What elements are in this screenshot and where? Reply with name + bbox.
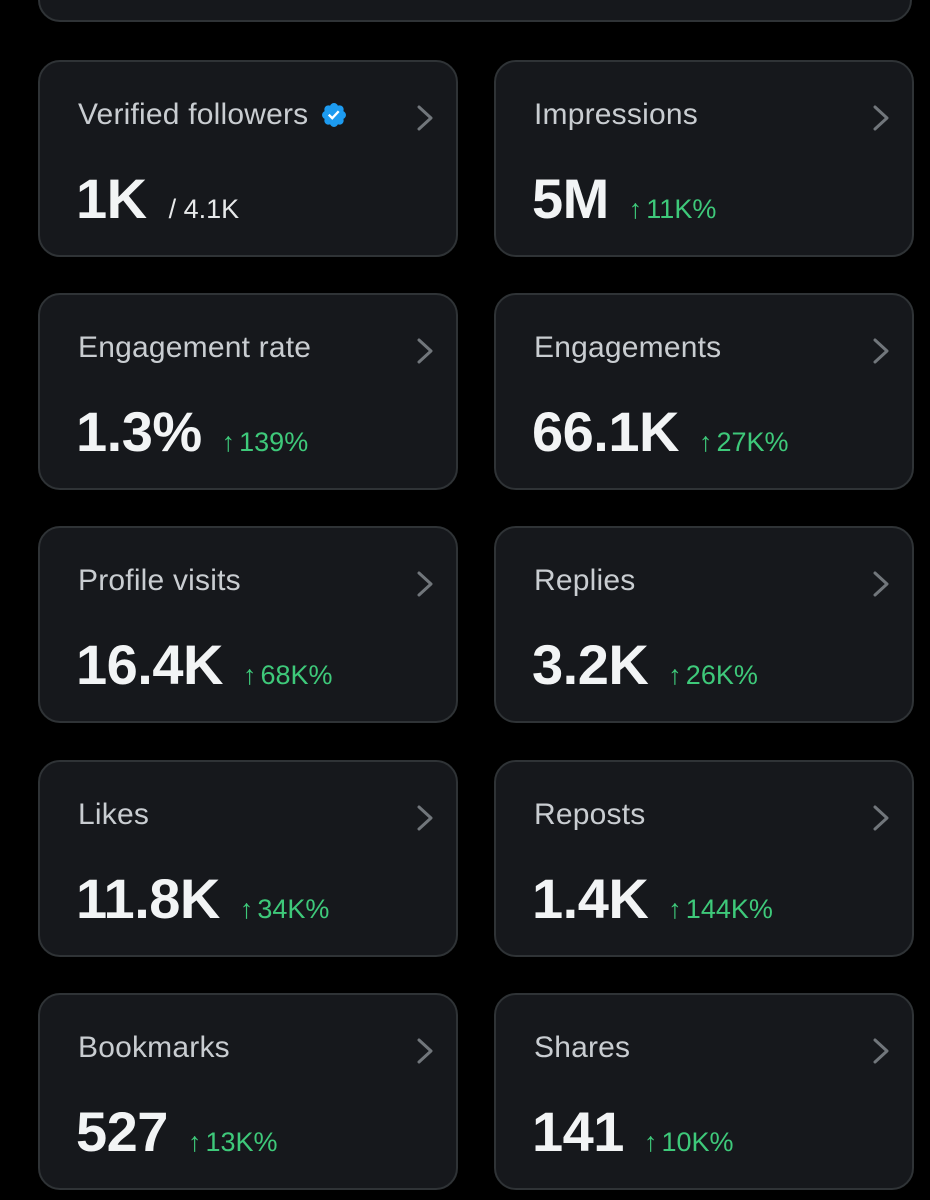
metric-value: 16.4K [76, 633, 223, 696]
chevron-right-icon[interactable] [872, 1037, 890, 1065]
metric-value: 527 [76, 1100, 168, 1163]
metric-change-value: 10K% [661, 1127, 734, 1157]
chevron-right-icon[interactable] [416, 804, 434, 832]
metric-change: ↑ 13K% [188, 1127, 278, 1158]
previous-card[interactable] [38, 0, 912, 22]
metric-card-reposts[interactable]: Reposts 1.4K ↑ 144K% [494, 760, 914, 957]
metric-label: Bookmarks [78, 1031, 230, 1064]
metric-label: Engagements [534, 331, 722, 364]
metric-value: 5M [532, 167, 609, 230]
metric-change: ↑ 27K% [699, 427, 789, 458]
metric-card-verified-followers[interactable]: Verified followers 1K / 4.1K [38, 60, 458, 257]
metric-change-value: 26K% [685, 660, 758, 690]
chevron-right-icon[interactable] [872, 570, 890, 598]
arrow-up-icon: ↑ [221, 427, 236, 457]
metric-card-profile-visits[interactable]: Profile visits 16.4K ↑ 68K% [38, 526, 458, 723]
metric-value: 66.1K [532, 400, 679, 463]
arrow-up-icon: ↑ [643, 1127, 658, 1157]
chevron-right-icon[interactable] [416, 104, 434, 132]
chevron-right-icon[interactable] [872, 804, 890, 832]
metric-change-value: 68K% [260, 660, 333, 690]
chevron-right-icon[interactable] [416, 1037, 434, 1065]
metric-value-row: 1K / 4.1K [76, 166, 239, 231]
metric-change: ↑ 11K% [629, 194, 717, 225]
metric-change: ↑ 34K% [240, 894, 330, 925]
metric-value: 141 [532, 1100, 624, 1163]
metric-value-row: 11.8K ↑ 34K% [76, 866, 329, 931]
chevron-right-icon[interactable] [416, 337, 434, 365]
metric-change: ↑ 10K% [644, 1127, 734, 1158]
metric-change-value: 11K% [646, 194, 717, 224]
metric-label: Profile visits [78, 564, 241, 597]
chevron-right-icon[interactable] [416, 570, 434, 598]
metric-value: 3.2K [532, 633, 649, 696]
metric-label: Shares [534, 1031, 631, 1064]
metric-change: ↑ 26K% [668, 660, 758, 691]
metric-card-likes[interactable]: Likes 11.8K ↑ 34K% [38, 760, 458, 957]
metric-change: ↑ 139% [222, 427, 309, 458]
metric-value-row: 5M ↑ 11K% [532, 166, 716, 231]
metric-label: Verified followers [78, 98, 348, 132]
metric-value-row: 1.3% ↑ 139% [76, 399, 308, 464]
arrow-up-icon: ↑ [187, 1127, 202, 1157]
metric-value: 11.8K [76, 867, 220, 930]
metric-change-value: 34K% [257, 894, 330, 924]
metric-card-shares[interactable]: Shares 141 ↑ 10K% [494, 993, 914, 1190]
arrow-up-icon: ↑ [628, 194, 643, 224]
metric-card-impressions[interactable]: Impressions 5M ↑ 11K% [494, 60, 914, 257]
metric-label: Impressions [534, 98, 698, 131]
metric-total: / 4.1K [168, 194, 240, 224]
metric-card-replies[interactable]: Replies 3.2K ↑ 26K% [494, 526, 914, 723]
verified-badge-icon [322, 103, 347, 127]
metric-label: Engagement rate [78, 331, 312, 364]
metric-change-value: 27K% [716, 427, 789, 457]
arrow-up-icon: ↑ [668, 660, 682, 690]
arrow-up-icon: ↑ [239, 894, 254, 924]
metric-card-engagement-rate[interactable]: Engagement rate 1.3% ↑ 139% [38, 293, 458, 490]
metric-value-row: 66.1K ↑ 27K% [532, 399, 789, 464]
metric-change: ↑ 144K% [668, 894, 773, 925]
metric-change-value: 13K% [205, 1127, 278, 1157]
metric-value-row: 3.2K ↑ 26K% [532, 632, 758, 697]
metric-card-engagements[interactable]: Engagements 66.1K ↑ 27K% [494, 293, 914, 490]
metric-label: Replies [534, 564, 636, 597]
metric-value-row: 1.4K ↑ 144K% [532, 866, 773, 931]
arrow-up-icon: ↑ [668, 894, 682, 924]
metric-change: ↑ 68K% [243, 660, 333, 691]
arrow-up-icon: ↑ [698, 427, 713, 457]
metric-change-value: 139% [239, 427, 309, 457]
metric-value: 1.3% [76, 400, 202, 463]
metric-value-row: 16.4K ↑ 68K% [76, 632, 333, 697]
metric-value: 1.4K [532, 867, 649, 930]
arrow-up-icon: ↑ [242, 660, 257, 690]
metric-value-row: 527 ↑ 13K% [76, 1099, 278, 1164]
chevron-right-icon[interactable] [872, 337, 890, 365]
metric-card-bookmarks[interactable]: Bookmarks 527 ↑ 13K% [38, 993, 458, 1190]
metric-value-row: 141 ↑ 10K% [532, 1099, 734, 1164]
metric-value: 1K [76, 167, 147, 230]
metric-change-value: 144K% [685, 894, 773, 924]
metric-label: Likes [78, 798, 150, 831]
chevron-right-icon[interactable] [872, 104, 890, 132]
metric-label: Reposts [534, 798, 646, 831]
